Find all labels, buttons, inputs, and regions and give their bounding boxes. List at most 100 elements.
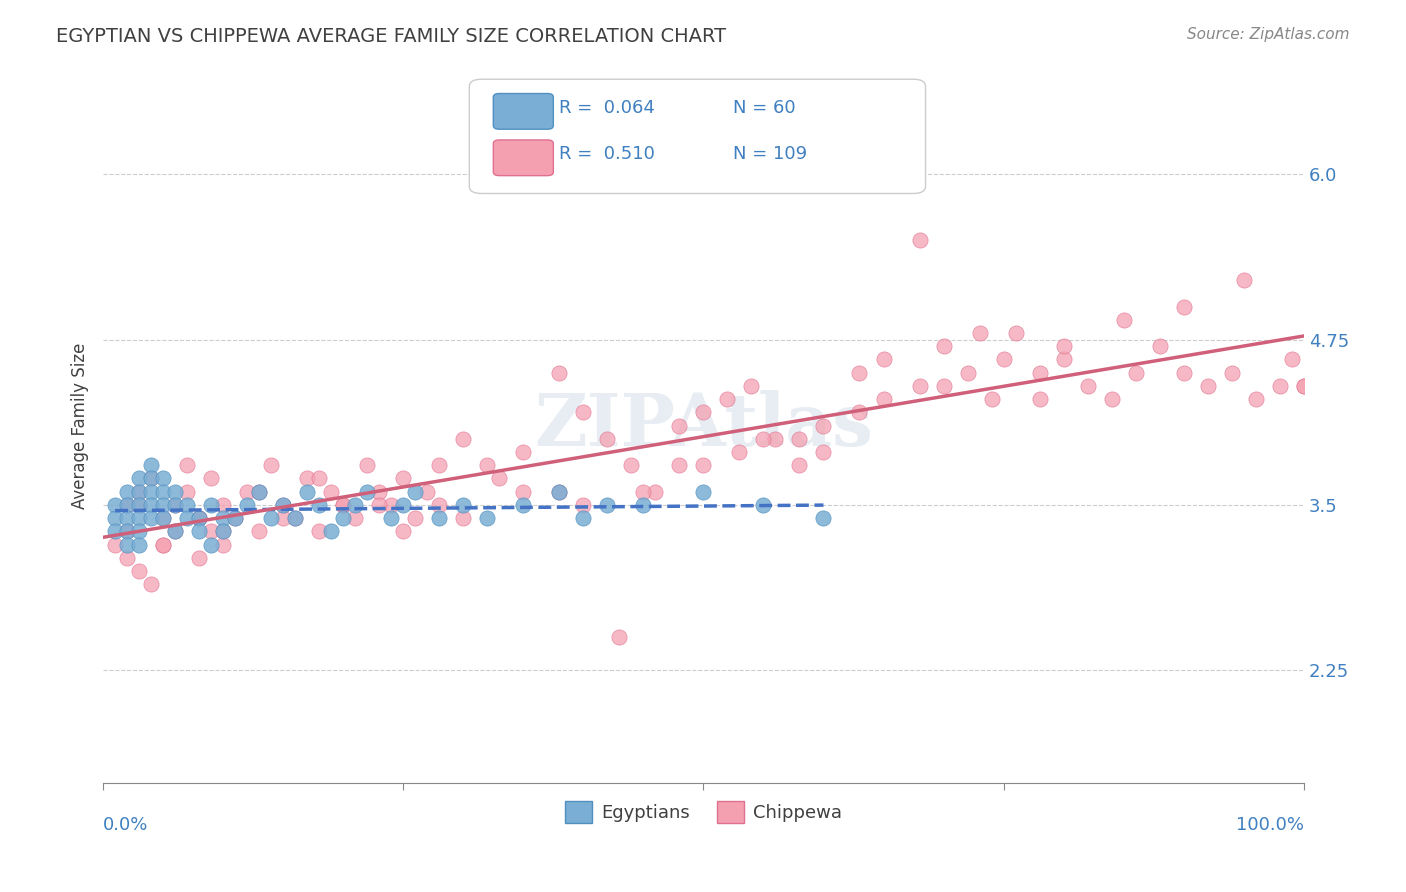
Egyptians xyxy=(141,484,163,499)
Chippewa xyxy=(633,484,655,499)
Chippewa xyxy=(115,550,138,565)
Chippewa xyxy=(572,498,595,512)
Chippewa xyxy=(271,511,294,525)
Chippewa xyxy=(392,524,415,539)
Egyptians xyxy=(200,538,222,552)
Chippewa xyxy=(104,538,127,552)
Chippewa xyxy=(848,366,870,380)
Chippewa xyxy=(848,405,870,419)
Chippewa xyxy=(212,498,235,512)
Chippewa xyxy=(141,577,163,591)
Chippewa xyxy=(572,405,595,419)
Chippewa xyxy=(247,524,270,539)
Chippewa xyxy=(716,392,738,406)
Chippewa xyxy=(789,432,811,446)
Chippewa xyxy=(128,498,150,512)
Egyptians xyxy=(427,511,450,525)
Chippewa xyxy=(1004,326,1026,340)
Chippewa xyxy=(141,471,163,485)
Chippewa xyxy=(224,511,246,525)
Chippewa xyxy=(1173,300,1195,314)
Egyptians xyxy=(188,524,211,539)
Egyptians xyxy=(115,524,138,539)
Text: ZIPAtlas: ZIPAtlas xyxy=(534,390,873,461)
Chippewa xyxy=(368,498,391,512)
Chippewa xyxy=(1244,392,1267,406)
Egyptians xyxy=(165,498,187,512)
Chippewa xyxy=(932,379,955,393)
Egyptians xyxy=(212,524,235,539)
Text: 0.0%: 0.0% xyxy=(103,815,149,834)
Chippewa xyxy=(1125,366,1147,380)
Chippewa xyxy=(548,366,571,380)
Chippewa xyxy=(740,379,762,393)
Chippewa xyxy=(512,484,534,499)
Egyptians xyxy=(188,511,211,525)
Chippewa xyxy=(872,392,894,406)
Chippewa xyxy=(908,379,931,393)
Chippewa xyxy=(609,630,631,644)
Chippewa xyxy=(692,458,714,473)
Egyptians xyxy=(380,511,402,525)
Chippewa xyxy=(548,484,571,499)
Chippewa xyxy=(765,432,787,446)
Egyptians xyxy=(128,498,150,512)
Chippewa xyxy=(236,484,259,499)
Chippewa xyxy=(332,498,354,512)
Text: N = 60: N = 60 xyxy=(734,99,796,117)
Chippewa xyxy=(356,458,378,473)
Egyptians xyxy=(152,471,174,485)
Chippewa xyxy=(188,511,211,525)
Egyptians xyxy=(152,511,174,525)
Egyptians xyxy=(247,484,270,499)
Chippewa xyxy=(1112,312,1135,326)
Egyptians xyxy=(308,498,330,512)
Egyptians xyxy=(104,498,127,512)
Y-axis label: Average Family Size: Average Family Size xyxy=(72,343,89,508)
Egyptians xyxy=(297,484,319,499)
Egyptians xyxy=(104,524,127,539)
Chippewa xyxy=(1052,352,1074,367)
Chippewa xyxy=(176,484,198,499)
Egyptians xyxy=(356,484,378,499)
Egyptians xyxy=(548,484,571,499)
Chippewa xyxy=(908,234,931,248)
Egyptians xyxy=(512,498,534,512)
Egyptians xyxy=(165,484,187,499)
Chippewa xyxy=(271,498,294,512)
Chippewa xyxy=(1292,379,1315,393)
Egyptians xyxy=(633,498,655,512)
Egyptians xyxy=(344,498,367,512)
Chippewa xyxy=(1292,379,1315,393)
Egyptians xyxy=(141,498,163,512)
Chippewa xyxy=(1281,352,1303,367)
Egyptians xyxy=(152,484,174,499)
Chippewa xyxy=(620,458,643,473)
Chippewa xyxy=(668,458,690,473)
Chippewa xyxy=(980,392,1002,406)
Chippewa xyxy=(993,352,1015,367)
Text: Source: ZipAtlas.com: Source: ZipAtlas.com xyxy=(1187,27,1350,42)
Chippewa xyxy=(488,471,510,485)
Egyptians xyxy=(128,511,150,525)
Egyptians xyxy=(115,511,138,525)
Egyptians xyxy=(176,511,198,525)
Egyptians xyxy=(477,511,499,525)
Chippewa xyxy=(1173,366,1195,380)
Chippewa xyxy=(115,498,138,512)
Chippewa xyxy=(1077,379,1099,393)
Chippewa xyxy=(813,445,835,459)
Egyptians xyxy=(453,498,475,512)
Egyptians xyxy=(104,511,127,525)
Chippewa xyxy=(392,471,415,485)
Egyptians xyxy=(572,511,595,525)
Egyptians xyxy=(332,511,354,525)
Chippewa xyxy=(297,471,319,485)
Chippewa xyxy=(212,538,235,552)
Egyptians xyxy=(212,511,235,525)
Egyptians xyxy=(165,524,187,539)
Egyptians xyxy=(141,511,163,525)
Egyptians xyxy=(200,498,222,512)
Egyptians xyxy=(596,498,619,512)
Chippewa xyxy=(752,432,775,446)
